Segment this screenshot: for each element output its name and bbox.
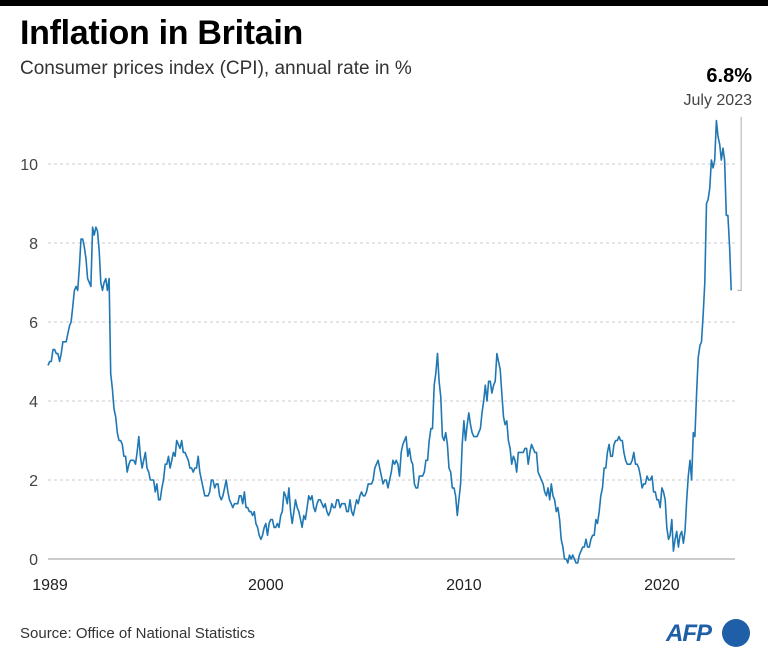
top-rule <box>0 0 768 6</box>
x-tick-label: 2020 <box>644 577 680 594</box>
annotation-value: 6.8% <box>706 65 752 87</box>
y-tick-label: 8 <box>29 236 38 253</box>
x-tick-label: 1989 <box>32 577 68 594</box>
afp-logo: AFP <box>666 618 752 648</box>
x-tick-label: 2000 <box>248 577 284 594</box>
chart-subtitle: Consumer prices index (CPI), annual rate… <box>20 58 412 79</box>
x-tick-label: 2010 <box>446 577 482 594</box>
y-tick-label: 2 <box>29 473 38 490</box>
gridlines <box>48 163 735 481</box>
y-tick-label: 6 <box>29 315 38 332</box>
annotation-date: July 2023 <box>684 92 753 109</box>
annotation-bracket <box>737 117 742 291</box>
source-note: Source: Office of National Statistics <box>20 625 255 642</box>
x-axis-ticks: 1989 2000 2010 2020 <box>32 577 680 594</box>
cpi-series-line <box>47 119 732 564</box>
afp-logo-text: AFP <box>666 620 712 647</box>
y-tick-label: 10 <box>20 157 38 174</box>
chart-title: Inflation in Britain <box>20 14 303 52</box>
y-tick-label: 4 <box>29 394 38 411</box>
y-axis-ticks: 0 2 4 6 8 10 <box>20 157 38 569</box>
y-tick-label: 0 <box>29 552 38 569</box>
afp-logo-dot-icon <box>722 619 750 647</box>
